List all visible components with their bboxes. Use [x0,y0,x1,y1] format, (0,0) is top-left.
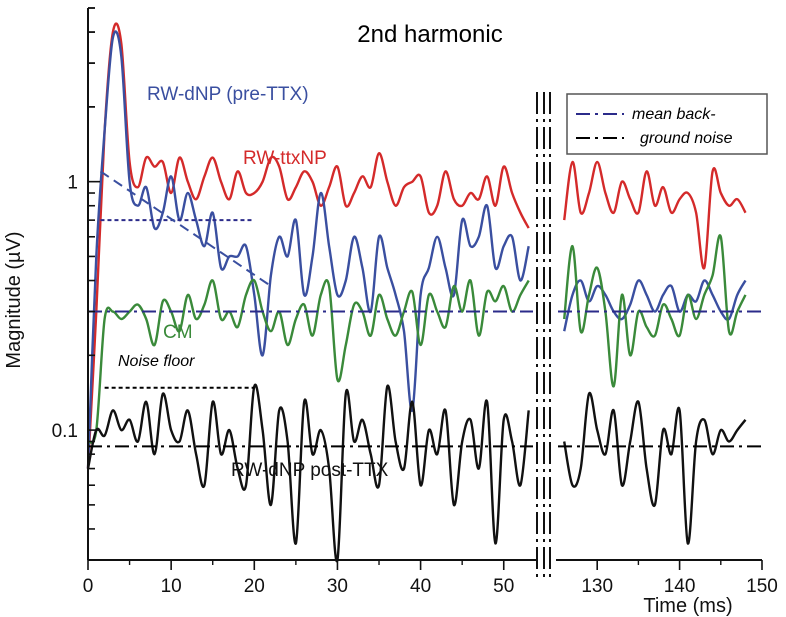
series-line-rw-dnp-post-ttx-right [563,391,747,545]
y-tick-label: 1 [67,173,78,194]
x-tick-label: 150 [746,576,778,597]
chart-title: 2nd harmonic [357,21,502,48]
legend-box [566,93,768,155]
x-axis-title: Time (ms) [643,595,732,617]
series-label-rw-dnp-post-ttx: RW-dNP post-TTX [231,460,389,481]
reference-lines-layer [88,170,766,448]
axis-layer: 0.110 10 20 30 40 50 130 140 150 [52,7,778,597]
x-tick-label: 30 [327,576,348,597]
series-line-cm-right [563,234,747,388]
legend: mean back- ground noise [566,93,768,155]
x-tick-label: 50 [493,576,514,597]
series-label-rw-dnp-pre-ttx: RW-dNP (pre-TTX) [147,84,309,105]
series-label-cm: CM [163,322,193,343]
series-line-rw-dnp-pre-ttx-left [86,30,530,469]
series-line-rw-dnp-pre-ttx-right [563,279,747,332]
y-axis-title: Magnitude (µV) [3,231,25,368]
x-tick-label: 130 [581,576,613,597]
legend-label-2: ground noise [640,130,733,147]
series-line-rw-ttxnp-right [563,160,747,270]
y-tick-label: 0.1 [52,421,78,442]
x-tick-label: 140 [664,576,696,597]
series-layer [86,22,747,563]
series-label-rw-ttxnp: RW-ttxNP [243,148,327,169]
series-line-rw-dnp-post-ttx-left [86,383,530,563]
x-tick-label: 10 [161,576,182,597]
series-line-cm-left [87,278,530,444]
noise-floor-label: Noise floor [118,353,195,370]
legend-label-1: mean back- [632,106,716,123]
x-tick-label: 0 [83,576,94,597]
x-tick-label: 20 [244,576,265,597]
series-line-rw-ttxnp-left [86,22,530,469]
trend-line [99,170,272,287]
x-tick-label: 40 [410,576,431,597]
